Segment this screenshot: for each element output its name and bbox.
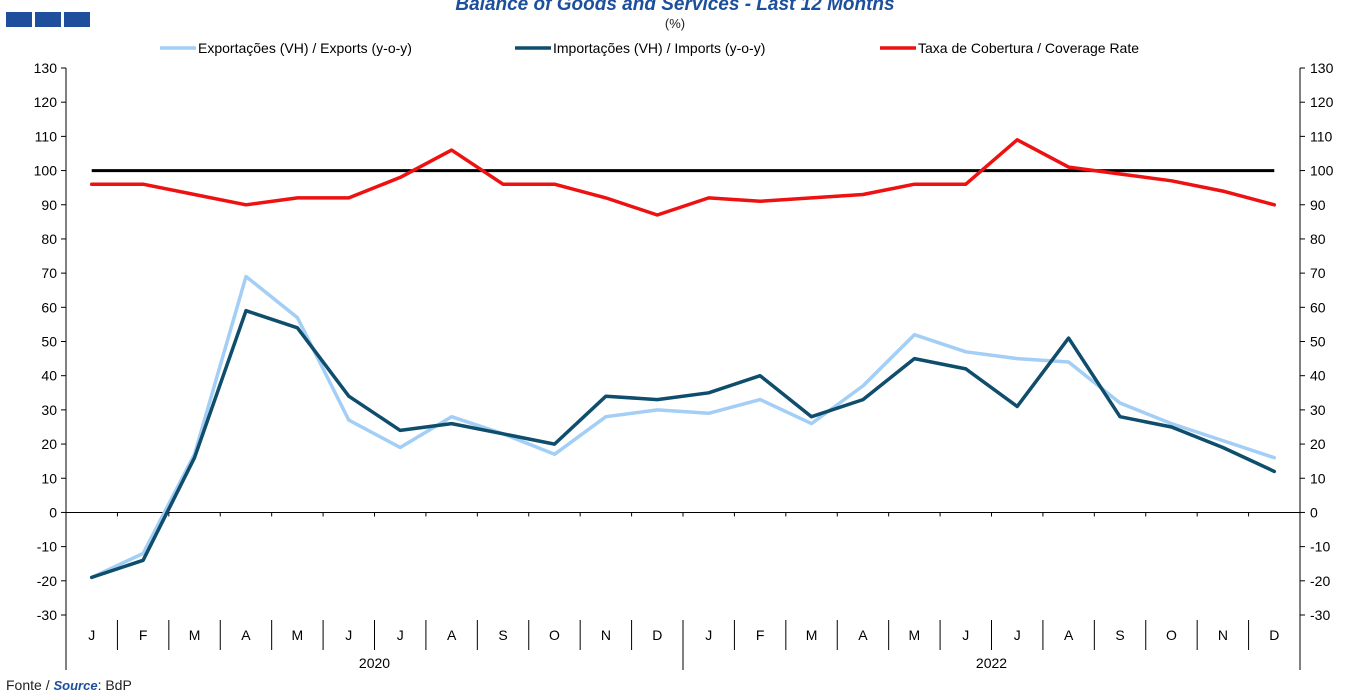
y-tick-label-left: 40 — [41, 368, 57, 384]
x-tick-label: A — [858, 627, 868, 643]
y-tick-label-right: 40 — [1310, 368, 1326, 384]
x-tick-label: J — [88, 627, 95, 643]
y-tick-label-left: -10 — [37, 539, 57, 555]
x-tick-label: S — [498, 627, 507, 643]
x-tick-label: J — [962, 627, 969, 643]
x-tick-label: A — [241, 627, 251, 643]
y-tick-label-right: 20 — [1310, 436, 1326, 452]
x-tick-label: A — [447, 627, 457, 643]
source-value: : BdP — [97, 677, 132, 693]
source-note: Fonte / Source: BdP — [6, 677, 132, 693]
y-tick-label-left: -30 — [37, 607, 57, 623]
y-tick-label-right: -30 — [1310, 607, 1330, 623]
y-tick-label-right: 0 — [1310, 504, 1318, 520]
y-tick-label-right: 10 — [1310, 470, 1326, 486]
y-tick-label-left: 110 — [35, 128, 58, 144]
x-tick-label: N — [601, 627, 611, 643]
brand-logo — [6, 12, 90, 27]
y-tick-label-left: 50 — [41, 334, 57, 350]
year-label: 2020 — [359, 655, 390, 671]
x-tick-label: O — [549, 627, 560, 643]
y-tick-label-right: 110 — [1310, 128, 1333, 144]
y-tick-label-right: 130 — [1310, 60, 1334, 76]
series-line-3 — [89, 138, 1277, 217]
x-tick-label: J — [397, 627, 404, 643]
y-tick-label-right: 60 — [1310, 299, 1326, 315]
y-tick-label-left: 20 — [41, 436, 57, 452]
y-tick-label-left: 130 — [34, 60, 58, 76]
y-tick-label-left: 120 — [34, 94, 58, 110]
legend-label: Taxa de Cobertura / Coverage Rate — [918, 40, 1139, 56]
y-tick-label-right: 70 — [1310, 265, 1326, 281]
x-tick-label: J — [345, 627, 352, 643]
x-tick-label: N — [1218, 627, 1228, 643]
y-tick-label-left: 30 — [41, 402, 57, 418]
y-tick-label-right: 30 — [1310, 402, 1326, 418]
brand-block — [6, 12, 32, 27]
x-tick-label: A — [1064, 627, 1074, 643]
x-tick-label: M — [806, 627, 818, 643]
x-tick-label: O — [1166, 627, 1177, 643]
x-tick-label: J — [1014, 627, 1021, 643]
legend-label: Exportações (VH) / Exports (y-o-y) — [198, 40, 412, 56]
source-label-pt: Fonte / — [6, 677, 50, 693]
x-tick-label: D — [1269, 627, 1279, 643]
x-tick-label: F — [756, 627, 765, 643]
y-tick-label-right: 100 — [1310, 163, 1334, 179]
y-tick-label-right: 50 — [1310, 334, 1326, 350]
y-tick-label-right: -10 — [1310, 539, 1330, 555]
y-tick-label-left: 60 — [41, 299, 57, 315]
year-label: 2022 — [976, 655, 1007, 671]
y-tick-label-left: 90 — [41, 197, 57, 213]
brand-block — [64, 12, 90, 27]
y-tick-label-left: 70 — [41, 265, 57, 281]
x-tick-label: D — [652, 627, 662, 643]
x-tick-label: M — [292, 627, 304, 643]
series-line-2 — [89, 308, 1277, 580]
x-tick-label: J — [705, 627, 712, 643]
brand-block — [35, 12, 61, 27]
y-tick-label-left: -20 — [37, 573, 57, 589]
series-line-1 — [89, 274, 1277, 580]
x-tick-label: F — [139, 627, 148, 643]
y-tick-label-right: -20 — [1310, 573, 1330, 589]
source-label-en: Source — [53, 678, 98, 693]
y-tick-label-left: 100 — [34, 163, 58, 179]
y-tick-label-right: 120 — [1310, 94, 1334, 110]
chart-subtitle: (%) — [664, 16, 686, 31]
legend-label: Importações (VH) / Imports (y-o-y) — [553, 40, 765, 56]
y-tick-label-left: 80 — [41, 231, 57, 247]
y-tick-label-left: 0 — [49, 504, 57, 520]
y-tick-label-right: 80 — [1310, 231, 1326, 247]
x-tick-label: M — [909, 627, 921, 643]
chart-title: Balance of Goods and Services - Last 12 … — [455, 0, 895, 15]
y-tick-label-left: 10 — [41, 470, 57, 486]
x-tick-label: M — [189, 627, 201, 643]
y-tick-label-right: 90 — [1310, 197, 1326, 213]
x-tick-label: S — [1115, 627, 1124, 643]
